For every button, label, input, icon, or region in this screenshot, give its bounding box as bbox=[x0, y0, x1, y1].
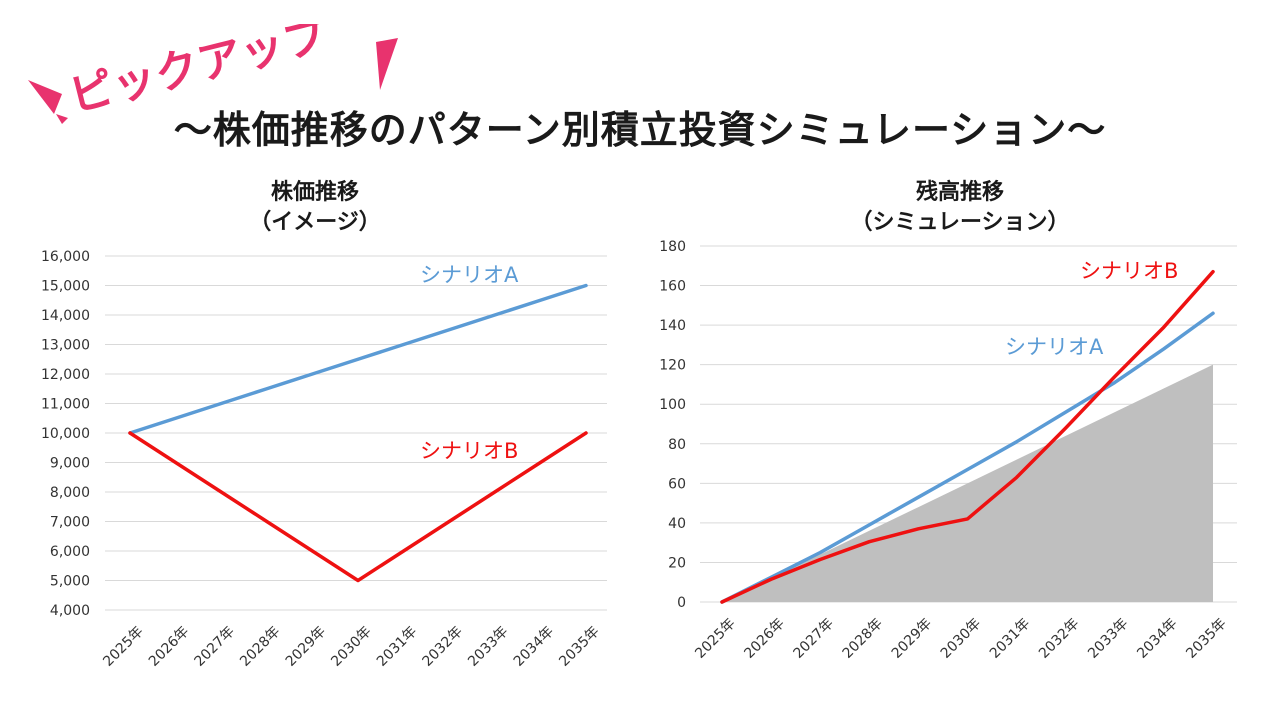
right-chart-title-line1: 残高推移 bbox=[915, 180, 1004, 205]
right-chart-x-tick-label: 2029年 bbox=[889, 615, 935, 661]
right-chart-y-tick-label: 0 bbox=[677, 595, 686, 611]
left-exclamation-mark bbox=[28, 80, 62, 114]
right-exclamation-mark bbox=[376, 38, 398, 90]
right-chart-y-tick-label: 40 bbox=[668, 516, 686, 532]
left-chart-y-tick-label: 9,000 bbox=[50, 456, 90, 472]
right-chart-x-tick-label: 2033年 bbox=[1085, 615, 1131, 661]
left-chart-x-tick-label: 2026年 bbox=[146, 623, 192, 669]
left-chart-y-tick-label: 7,000 bbox=[50, 515, 90, 531]
left-chart-y-tick-label: 4,000 bbox=[50, 603, 90, 619]
left-chart-y-tick-label: 11,000 bbox=[41, 397, 90, 413]
left-chart-series-line-a bbox=[128, 283, 588, 435]
right-chart-y-tick-label: 180 bbox=[659, 239, 686, 255]
left-chart-x-tick-label: 2031年 bbox=[374, 623, 420, 669]
right-chart-x-tick-label: 2030年 bbox=[938, 615, 984, 661]
right-chart-title-line2: （シミュレーション） bbox=[850, 210, 1070, 235]
right-chart-x-tick-label: 2026年 bbox=[741, 615, 787, 661]
right-chart-x-tick-label: 2025年 bbox=[692, 615, 738, 661]
right-chart-y-tick-label: 140 bbox=[659, 318, 686, 334]
left-chart-y-tick-label: 6,000 bbox=[50, 544, 90, 560]
left-chart-series-annotation: シナリオA bbox=[420, 263, 519, 287]
right-chart-x-tick-label: 2028年 bbox=[840, 615, 886, 661]
right-chart-y-tick-label: 100 bbox=[659, 397, 686, 413]
left-chart-series-annotation: シナリオB bbox=[420, 439, 518, 463]
right-chart-x-tick-label: 2034年 bbox=[1134, 615, 1180, 661]
left-chart-y-tick-label: 5,000 bbox=[50, 574, 90, 590]
left-chart-x-tick-label: 2027年 bbox=[192, 623, 238, 669]
right-chart-series-line-b bbox=[720, 269, 1215, 604]
left-chart-y-tick-label: 13,000 bbox=[41, 338, 90, 354]
left-chart-series-line-b bbox=[128, 431, 588, 583]
left-chart-x-tick-label: 2032年 bbox=[420, 623, 466, 669]
right-chart-title: 残高推移 （シミュレーション） bbox=[780, 178, 1140, 238]
right-chart-x-tick-label: 2035年 bbox=[1183, 615, 1229, 661]
left-chart-title-line2: （イメージ） bbox=[249, 210, 381, 235]
right-chart-series-annotation: シナリオB bbox=[1080, 259, 1178, 283]
right-chart-x-tick-label: 2027年 bbox=[791, 615, 837, 661]
left-chart-x-tick-label: 2033年 bbox=[465, 623, 511, 669]
left-exclamation-dot bbox=[56, 114, 68, 124]
left-chart-y-tick-label: 15,000 bbox=[41, 279, 90, 295]
right-chart-x-tick-label: 2032年 bbox=[1036, 615, 1082, 661]
left-chart-y-tick-label: 14,000 bbox=[41, 308, 90, 324]
right-chart-series-annotation: シナリオA bbox=[1005, 335, 1104, 359]
left-chart-group: 4,000 5,000 6,000 7,000 8,000 9,000 10,000 11,0… bbox=[41, 249, 607, 670]
pickup-banner: ピックアップ bbox=[28, 24, 398, 124]
left-chart-title: 株価推移 （イメージ） bbox=[150, 178, 480, 238]
page-title: 〜株価推移のパターン別積立投資シミュレーション〜 bbox=[173, 108, 1107, 152]
right-chart-y-tick-label: 20 bbox=[668, 555, 686, 571]
left-chart-y-tick-label: 10,000 bbox=[41, 426, 90, 442]
left-chart-y-tick-label: 12,000 bbox=[41, 367, 90, 383]
right-chart-y-tick-label: 120 bbox=[659, 358, 686, 374]
left-chart-x-tick-label: 2025年 bbox=[100, 623, 146, 669]
right-chart-y-tick-label: 60 bbox=[668, 476, 686, 492]
left-chart-y-tick-label: 8,000 bbox=[50, 485, 90, 501]
right-chart-contribution-area bbox=[722, 364, 1213, 602]
left-chart-x-tick-label: 2034年 bbox=[511, 623, 557, 669]
left-chart-title-line1: 株価推移 bbox=[270, 180, 359, 205]
right-chart-y-tick-label: 80 bbox=[668, 437, 686, 453]
right-chart-y-tick-label: 160 bbox=[659, 279, 686, 295]
left-chart-y-tick-label: 16,000 bbox=[41, 249, 90, 265]
left-chart-x-tick-label: 2029年 bbox=[283, 623, 329, 669]
left-chart-x-tick-label: 2035年 bbox=[556, 623, 602, 669]
right-chart-series-line-a bbox=[720, 311, 1215, 604]
right-chart-x-tick-label: 2031年 bbox=[987, 615, 1033, 661]
left-chart-x-tick-label: 2030年 bbox=[328, 623, 374, 669]
left-chart-x-tick-label: 2028年 bbox=[237, 623, 283, 669]
